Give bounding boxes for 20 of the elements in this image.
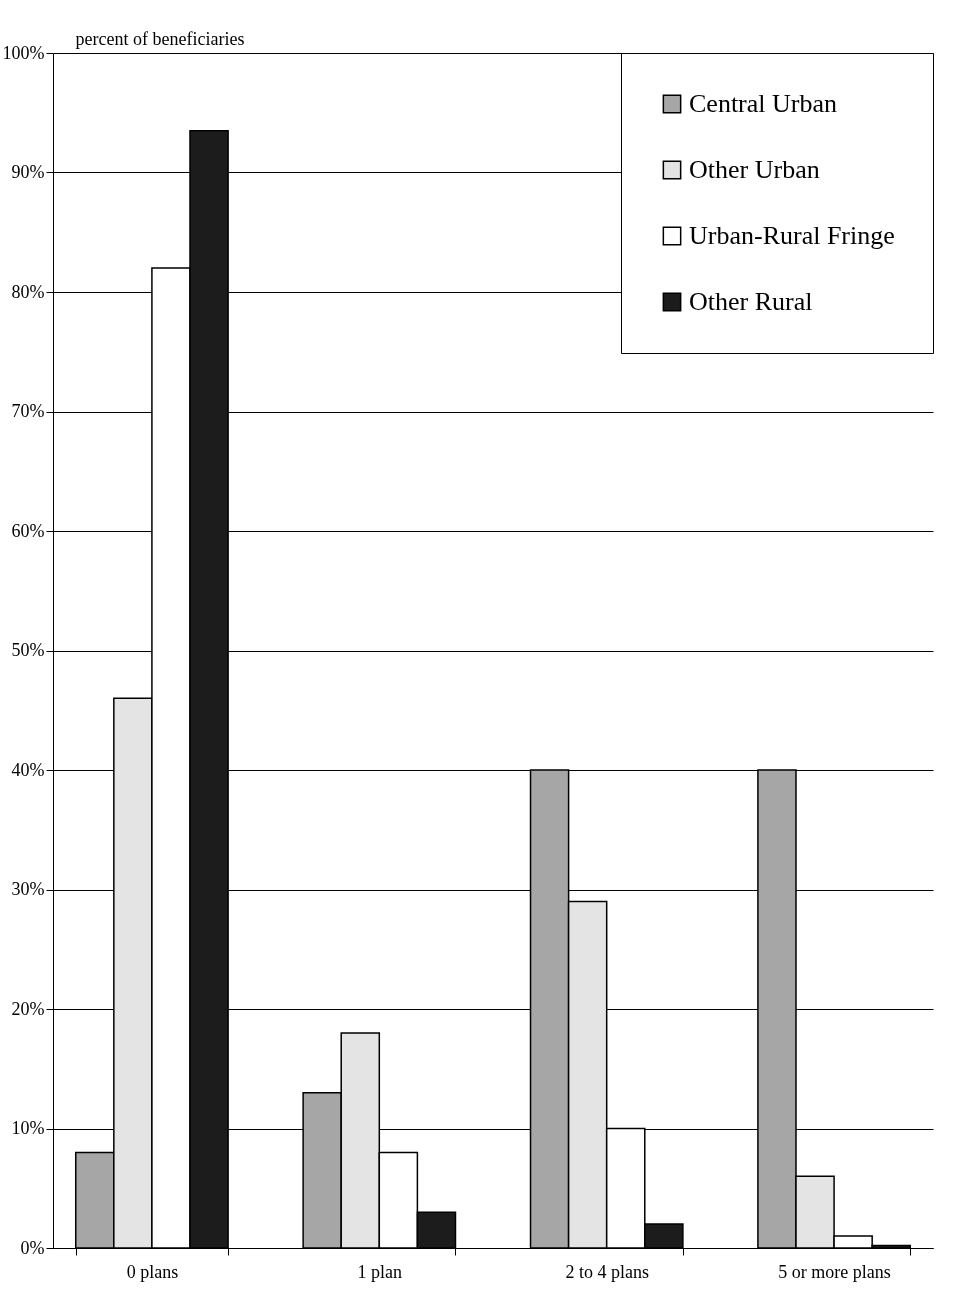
y-tick-label: 60% — [11, 520, 45, 541]
y-tick-label: 90% — [11, 162, 45, 182]
legend-label: Urban-Rural Fringe — [689, 221, 895, 250]
y-tick-label: 80% — [11, 281, 45, 302]
y-tick-label: 10% — [11, 1118, 45, 1138]
y-tick-label: 50% — [11, 640, 45, 660]
legend-label: Other Rural — [689, 287, 813, 316]
y-axis-title: percent of beneficiaries — [75, 28, 245, 49]
legend-label: Central Urban — [689, 89, 838, 118]
y-tick-label: 100% — [2, 42, 45, 63]
y-tick-label: 0% — [20, 1237, 45, 1258]
x-tick-label: 2 to 4 plans — [565, 1261, 649, 1282]
x-tick-label: 0 plans — [126, 1261, 179, 1282]
x-tick-label: 5 or more plans — [778, 1261, 891, 1282]
y-tick-label: 40% — [11, 759, 45, 780]
y-tick-label: 20% — [11, 998, 45, 1019]
x-tick-label: 1 plan — [357, 1261, 403, 1282]
y-tick-label: 70% — [11, 401, 45, 421]
legend-label: Other Urban — [689, 155, 820, 184]
y-tick-label: 30% — [11, 879, 45, 899]
